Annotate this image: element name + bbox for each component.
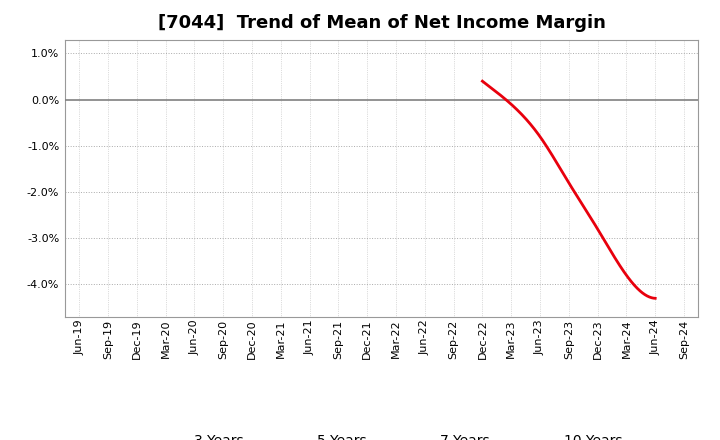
Title: [7044]  Trend of Mean of Net Income Margin: [7044] Trend of Mean of Net Income Margi…: [158, 15, 606, 33]
Legend: 3 Years, 5 Years, 7 Years, 10 Years: 3 Years, 5 Years, 7 Years, 10 Years: [135, 429, 628, 440]
